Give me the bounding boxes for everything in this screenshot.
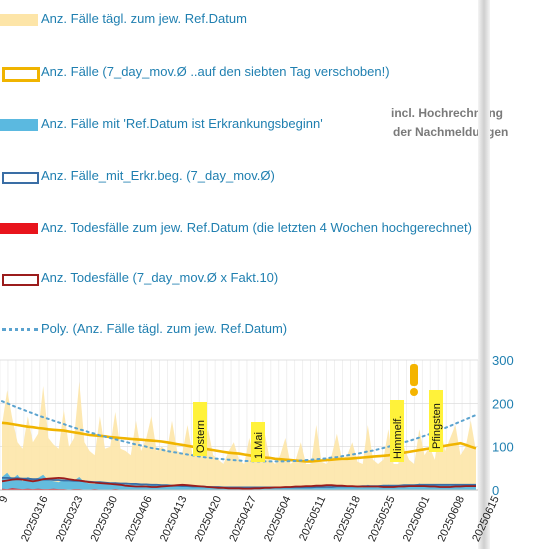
x-tick-label: 20250615 <box>470 494 502 543</box>
series-5-line <box>1 476 476 490</box>
legend-swatch-poly <box>2 328 38 331</box>
x-tick-label: 20250608 <box>436 494 468 543</box>
x-tick-label: 20250420 <box>193 494 225 543</box>
legend-swatch-deaths-ma <box>2 274 39 286</box>
x-tick-label: 20250330 <box>89 494 121 543</box>
legend-label-poly: Poly. (Anz. Fälle tägl. zum jew. Ref.Dat… <box>41 321 288 336</box>
legend-label-deaths-ma: Anz. Todesfälle (7_day_mov.Ø x Fakt.10) <box>41 270 279 285</box>
x-tick-label: 20250601 <box>401 494 433 543</box>
legend-label-onset-ma: Anz. Fälle_mit_Erkr.beg. (7_day_mov.Ø) <box>41 168 275 183</box>
annotation-box <box>390 400 404 462</box>
legend-swatch-cases-ma <box>2 67 40 82</box>
y-tick-label: 100 <box>492 440 514 455</box>
exclamation-dot-icon <box>410 388 418 396</box>
chart-legend: Anz. Fälle tägl. zum jew. Ref.Datum Anz.… <box>0 11 509 336</box>
legend-label-cases-daily: Anz. Fälle tägl. zum jew. Ref.Datum <box>41 11 247 26</box>
annotation-label: 1.Mai <box>253 432 265 459</box>
x-tick-label: 20250518 <box>331 494 363 543</box>
annotation-label: Himmelf. <box>392 416 404 459</box>
annotation-box <box>429 390 443 452</box>
note-line-1: incl. Hochrechnung <box>391 106 504 120</box>
legend-swatch-deaths-daily <box>0 223 38 234</box>
x-tick-label: 20250323 <box>54 494 86 543</box>
x-tick-label: 20250525 <box>366 494 398 543</box>
x-tick-label: 20250511 <box>297 494 328 543</box>
x-tick-label: 20250316 <box>19 494 51 543</box>
annotation-box <box>251 422 265 462</box>
y-tick-label: 300 <box>492 353 514 368</box>
x-tick-label: 20250427 <box>227 494 259 543</box>
legend-swatch-onset-daily <box>0 119 38 131</box>
annotation-label: Pfingsten <box>431 403 443 449</box>
x-tick-label: 9 <box>0 494 11 505</box>
y-tick-label: 0 <box>492 483 499 498</box>
series-0-area <box>2 381 476 490</box>
x-tick-label: 20250413 <box>158 494 190 543</box>
annotation-label: Ostern <box>195 420 207 453</box>
exclamation-icon <box>410 364 418 386</box>
x-tick-label: 20250504 <box>262 494 294 543</box>
scroll-shadow-divider <box>478 0 490 549</box>
y-tick-label: 200 <box>492 396 514 411</box>
x-tick-label: 20250406 <box>123 494 155 543</box>
legend-label-cases-ma: Anz. Fälle (7_day_mov.Ø ..auf den siebte… <box>41 64 390 79</box>
legend-swatch-onset-ma <box>2 172 39 184</box>
legend-label-deaths-daily: Anz. Todesfälle zum jew. Ref.Datum (die … <box>41 220 472 235</box>
note-line-2: der Nachmeldungen <box>393 125 509 139</box>
series-6-trend <box>1 400 477 463</box>
legend-label-onset-daily: Anz. Fälle mit 'Ref.Datum ist Erkrankung… <box>41 116 323 131</box>
annotation-box <box>193 402 207 456</box>
legend-swatch-cases-daily <box>0 14 38 26</box>
